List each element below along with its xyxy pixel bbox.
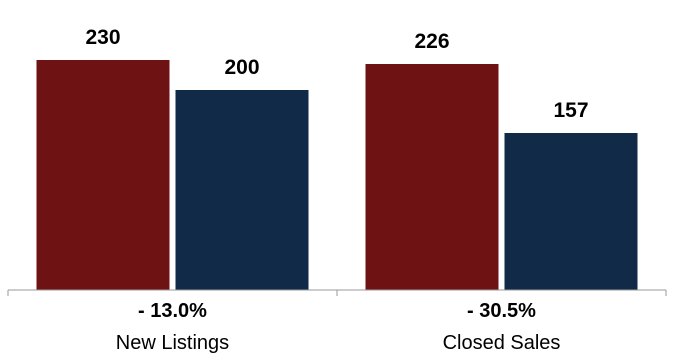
data-label: 230 — [85, 26, 120, 49]
x-axis — [7, 289, 667, 296]
bar-new-listings-series-2 — [175, 90, 309, 290]
bar-closed-sales-series-1 — [365, 64, 499, 290]
labels-layer: 230 200 - 13.0% New Listings 226 157 - 30.5% Cl… — [85, 26, 588, 354]
bars-layer — [36, 60, 638, 290]
change-label: - 13.0% — [138, 300, 207, 322]
data-label: 200 — [224, 56, 259, 79]
category-label: Closed Sales — [443, 332, 561, 354]
bar-new-listings-series-1 — [36, 60, 170, 290]
data-label: 157 — [553, 99, 588, 122]
data-label: 226 — [414, 30, 449, 53]
category-label: New Listings — [116, 332, 229, 354]
change-label: - 30.5% — [467, 300, 536, 322]
bar-closed-sales-series-2 — [504, 133, 638, 290]
